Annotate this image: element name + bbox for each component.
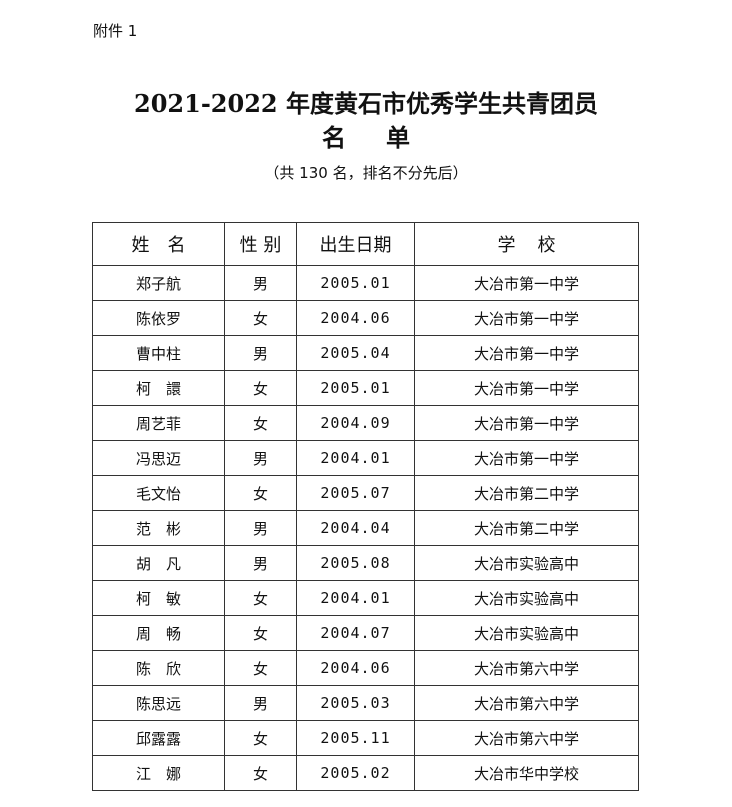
- cell-gender: 女: [224, 580, 297, 616]
- cell-birth-date: 2005.03: [296, 685, 415, 721]
- cell-name: 毛文怡: [92, 475, 225, 511]
- cell-birth-date: 2005.01: [296, 370, 415, 406]
- honor-list-table: 姓名 性 别 出生日期 学校 郑子航男 2005.01 大冶市第一中学 陈依罗女 200…: [92, 222, 639, 791]
- cell-name: 郑子航: [92, 265, 225, 301]
- cell-name: 胡 凡: [92, 545, 225, 581]
- header-birth-date: 出生日期: [296, 222, 415, 266]
- cell-name: 邱露露: [92, 720, 225, 756]
- cell-school: 大冶市实验高中: [414, 615, 639, 651]
- table-row: 柯 譞女 2005.01 大冶市第一中学: [92, 370, 639, 406]
- cell-gender: 女: [224, 650, 297, 686]
- header-name: 姓名: [92, 222, 225, 266]
- attachment-label: 附件 1: [93, 22, 138, 40]
- cell-school: 大冶市第一中学: [414, 440, 639, 476]
- table-row: 曹中柱男 2005.04 大冶市第一中学: [92, 335, 639, 371]
- cell-name: 陈依罗: [92, 300, 225, 336]
- cell-school: 大冶市第一中学: [414, 370, 639, 406]
- table-row: 周 畅女 2004.07 大冶市实验高中: [92, 615, 639, 651]
- cell-birth-date: 2005.11: [296, 720, 415, 756]
- cell-gender: 男: [224, 265, 297, 301]
- cell-school: 大冶市第二中学: [414, 475, 639, 511]
- document-title: 2021-2022 年度黄石市优秀学生共青团员: [134, 89, 598, 118]
- cell-name: 冯思迈: [92, 440, 225, 476]
- cell-gender: 女: [224, 755, 297, 791]
- cell-gender: 男: [224, 545, 297, 581]
- table-row: 陈思远男 2005.03 大冶市第六中学: [92, 685, 639, 721]
- cell-school: 大冶市第二中学: [414, 510, 639, 546]
- cell-name: 柯 敏: [92, 580, 225, 616]
- cell-school: 大冶市第一中学: [414, 300, 639, 336]
- cell-name: 范 彬: [92, 510, 225, 546]
- table-row: 冯思迈男 2004.01 大冶市第一中学: [92, 440, 639, 476]
- cell-birth-date: 2004.09: [296, 405, 415, 441]
- cell-name: 周艺菲: [92, 405, 225, 441]
- cell-name: 柯 譞: [92, 370, 225, 406]
- cell-gender: 女: [224, 405, 297, 441]
- cell-birth-date: 2004.01: [296, 440, 415, 476]
- cell-birth-date: 2004.04: [296, 510, 415, 546]
- cell-gender: 男: [224, 335, 297, 371]
- table-row: 江 娜女 2005.02 大冶市华中学校: [92, 755, 639, 791]
- table-row: 柯 敏女 2004.01 大冶市实验高中: [92, 580, 639, 616]
- cell-birth-date: 2005.08: [296, 545, 415, 581]
- cell-school: 大冶市第六中学: [414, 650, 639, 686]
- cell-gender: 女: [224, 475, 297, 511]
- table-row: 范 彬男 2004.04 大冶市第二中学: [92, 510, 639, 546]
- table-row: 胡 凡男 2005.08 大冶市实验高中: [92, 545, 639, 581]
- header-school: 学校: [414, 222, 639, 266]
- table-row: 陈 欣女 2004.06 大冶市第六中学: [92, 650, 639, 686]
- cell-name: 陈 欣: [92, 650, 225, 686]
- cell-birth-date: 2004.06: [296, 650, 415, 686]
- cell-name: 江 娜: [92, 755, 225, 791]
- cell-gender: 女: [224, 720, 297, 756]
- table-header-row: 姓名 性 别 出生日期 学校: [92, 222, 639, 266]
- cell-gender: 男: [224, 440, 297, 476]
- header-gender: 性 别: [224, 222, 297, 266]
- cell-school: 大冶市华中学校: [414, 755, 639, 791]
- cell-birth-date: 2005.07: [296, 475, 415, 511]
- cell-birth-date: 2005.02: [296, 755, 415, 791]
- table-row: 郑子航男 2005.01 大冶市第一中学: [92, 265, 639, 301]
- cell-school: 大冶市第一中学: [414, 405, 639, 441]
- cell-birth-date: 2005.01: [296, 265, 415, 301]
- cell-gender: 男: [224, 510, 297, 546]
- cell-school: 大冶市第一中学: [414, 335, 639, 371]
- cell-birth-date: 2004.06: [296, 300, 415, 336]
- cell-gender: 女: [224, 370, 297, 406]
- cell-birth-date: 2004.07: [296, 615, 415, 651]
- cell-birth-date: 2005.04: [296, 335, 415, 371]
- table-row: 陈依罗女 2004.06 大冶市第一中学: [92, 300, 639, 336]
- table-row: 周艺菲女 2004.09 大冶市第一中学: [92, 405, 639, 441]
- table-row: 邱露露女 2005.11 大冶市第六中学: [92, 720, 639, 756]
- table-row: 毛文怡女 2005.07 大冶市第二中学: [92, 475, 639, 511]
- cell-school: 大冶市第六中学: [414, 720, 639, 756]
- document-subtitle: （共 130 名，排名不分先后）: [264, 164, 468, 182]
- cell-school: 大冶市第六中学: [414, 685, 639, 721]
- cell-name: 周 畅: [92, 615, 225, 651]
- cell-school: 大冶市实验高中: [414, 580, 639, 616]
- cell-gender: 男: [224, 685, 297, 721]
- cell-name: 陈思远: [92, 685, 225, 721]
- cell-school: 大冶市实验高中: [414, 545, 639, 581]
- cell-birth-date: 2004.01: [296, 580, 415, 616]
- cell-gender: 女: [224, 300, 297, 336]
- cell-gender: 女: [224, 615, 297, 651]
- document-title-line2: 名单: [322, 123, 450, 152]
- cell-school: 大冶市第一中学: [414, 265, 639, 301]
- cell-name: 曹中柱: [92, 335, 225, 371]
